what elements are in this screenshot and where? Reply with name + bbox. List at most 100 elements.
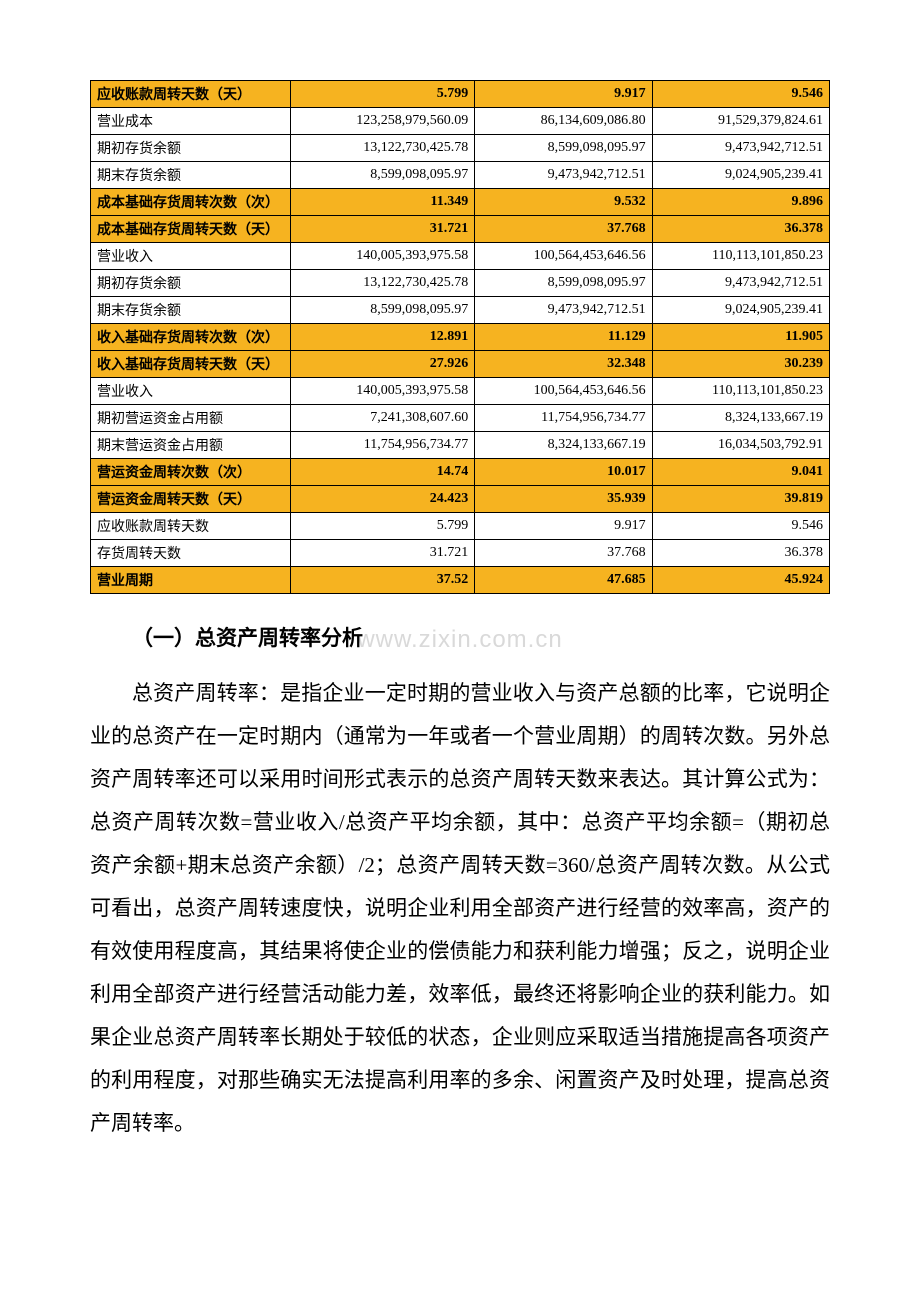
metrics-table: 应收账款周转天数（天）5.7999.9179.546营业成本123,258,97… — [90, 80, 830, 594]
row-value-1: 13,122,730,425.78 — [290, 270, 475, 297]
table-row: 营业收入140,005,393,975.58100,564,453,646.56… — [91, 378, 830, 405]
section-heading: （一）总资产周转率分析 — [90, 622, 830, 652]
row-value-2: 100,564,453,646.56 — [475, 378, 652, 405]
row-label: 成本基础存货周转天数（天） — [91, 216, 291, 243]
row-value-2: 9.917 — [475, 81, 652, 108]
row-value-2: 11,754,956,734.77 — [475, 405, 652, 432]
row-label: 期末营运资金占用额 — [91, 432, 291, 459]
row-value-3: 91,529,379,824.61 — [652, 108, 829, 135]
row-value-1: 140,005,393,975.58 — [290, 243, 475, 270]
row-value-3: 36.378 — [652, 540, 829, 567]
row-label: 应收账款周转天数 — [91, 513, 291, 540]
table-row: 应收账款周转天数（天）5.7999.9179.546 — [91, 81, 830, 108]
row-value-1: 31.721 — [290, 216, 475, 243]
row-value-3: 39.819 — [652, 486, 829, 513]
table-row: 期初营运资金占用额7,241,308,607.6011,754,956,734.… — [91, 405, 830, 432]
table-row: 期末存货余额8,599,098,095.979,473,942,712.519,… — [91, 297, 830, 324]
row-label: 营业收入 — [91, 243, 291, 270]
row-value-2: 37.768 — [475, 540, 652, 567]
row-label: 营业成本 — [91, 108, 291, 135]
row-label: 存货周转天数 — [91, 540, 291, 567]
row-value-2: 37.768 — [475, 216, 652, 243]
row-value-2: 10.017 — [475, 459, 652, 486]
row-value-3: 9,024,905,239.41 — [652, 162, 829, 189]
row-value-1: 12.891 — [290, 324, 475, 351]
row-value-3: 9,473,942,712.51 — [652, 135, 829, 162]
row-value-1: 5.799 — [290, 513, 475, 540]
row-value-1: 14.74 — [290, 459, 475, 486]
row-label: 期初营运资金占用额 — [91, 405, 291, 432]
table-row: 营业收入140,005,393,975.58100,564,453,646.56… — [91, 243, 830, 270]
table-row: 期末营运资金占用额11,754,956,734.778,324,133,667.… — [91, 432, 830, 459]
row-value-2: 9.532 — [475, 189, 652, 216]
body-paragraph: 总资产周转率：是指企业一定时期的营业收入与资产总额的比率，它说明企业的总资产在一… — [90, 672, 830, 1146]
row-value-2: 32.348 — [475, 351, 652, 378]
table-row: 期末存货余额8,599,098,095.979,473,942,712.519,… — [91, 162, 830, 189]
row-value-3: 9,024,905,239.41 — [652, 297, 829, 324]
body-text: 总资产周转率：是指企业一定时期的营业收入与资产总额的比率，它说明企业的总资产在一… — [90, 672, 830, 1146]
row-value-2: 9.917 — [475, 513, 652, 540]
row-value-2: 8,599,098,095.97 — [475, 135, 652, 162]
row-label: 期初存货余额 — [91, 270, 291, 297]
row-value-1: 7,241,308,607.60 — [290, 405, 475, 432]
row-value-3: 9.896 — [652, 189, 829, 216]
row-label: 应收账款周转天数（天） — [91, 81, 291, 108]
row-value-3: 16,034,503,792.91 — [652, 432, 829, 459]
row-value-3: 36.378 — [652, 216, 829, 243]
row-value-2: 9,473,942,712.51 — [475, 162, 652, 189]
row-value-3: 9.546 — [652, 513, 829, 540]
table-row: 收入基础存货周转天数（天）27.92632.34830.239 — [91, 351, 830, 378]
row-value-1: 5.799 — [290, 81, 475, 108]
row-label: 期末存货余额 — [91, 162, 291, 189]
row-value-3: 45.924 — [652, 567, 829, 594]
row-value-1: 24.423 — [290, 486, 475, 513]
table-row: 成本基础存货周转次数（次）11.3499.5329.896 — [91, 189, 830, 216]
row-value-2: 100,564,453,646.56 — [475, 243, 652, 270]
row-value-2: 11.129 — [475, 324, 652, 351]
row-value-3: 30.239 — [652, 351, 829, 378]
row-value-3: 9,473,942,712.51 — [652, 270, 829, 297]
row-value-3: 110,113,101,850.23 — [652, 243, 829, 270]
row-label: 营运资金周转次数（次） — [91, 459, 291, 486]
row-value-3: 9.041 — [652, 459, 829, 486]
table-row: 应收账款周转天数5.7999.9179.546 — [91, 513, 830, 540]
row-value-1: 27.926 — [290, 351, 475, 378]
table-row: 期初存货余额13,122,730,425.788,599,098,095.979… — [91, 270, 830, 297]
row-value-2: 35.939 — [475, 486, 652, 513]
table-row: 收入基础存货周转次数（次）12.89111.12911.905 — [91, 324, 830, 351]
row-value-2: 86,134,609,086.80 — [475, 108, 652, 135]
row-label: 营业周期 — [91, 567, 291, 594]
table-row: 营运资金周转次数（次）14.7410.0179.041 — [91, 459, 830, 486]
table-row: 存货周转天数31.72137.76836.378 — [91, 540, 830, 567]
row-value-1: 37.52 — [290, 567, 475, 594]
row-label: 期末存货余额 — [91, 297, 291, 324]
row-value-1: 140,005,393,975.58 — [290, 378, 475, 405]
row-label: 期初存货余额 — [91, 135, 291, 162]
page: 应收账款周转天数（天）5.7999.9179.546营业成本123,258,97… — [0, 0, 920, 1206]
row-value-1: 11,754,956,734.77 — [290, 432, 475, 459]
row-value-1: 8,599,098,095.97 — [290, 297, 475, 324]
table-row: 营运资金周转天数（天）24.42335.93939.819 — [91, 486, 830, 513]
table-row: 营业周期37.5247.68545.924 — [91, 567, 830, 594]
table-row: 期初存货余额13,122,730,425.788,599,098,095.979… — [91, 135, 830, 162]
row-value-3: 11.905 — [652, 324, 829, 351]
row-value-2: 8,599,098,095.97 — [475, 270, 652, 297]
row-label: 收入基础存货周转天数（天） — [91, 351, 291, 378]
table-row: 营业成本123,258,979,560.0986,134,609,086.809… — [91, 108, 830, 135]
row-value-3: 8,324,133,667.19 — [652, 405, 829, 432]
row-value-3: 110,113,101,850.23 — [652, 378, 829, 405]
row-label: 营运资金周转天数（天） — [91, 486, 291, 513]
row-value-2: 8,324,133,667.19 — [475, 432, 652, 459]
row-label: 收入基础存货周转次数（次） — [91, 324, 291, 351]
table-row: 成本基础存货周转天数（天）31.72137.76836.378 — [91, 216, 830, 243]
row-value-1: 8,599,098,095.97 — [290, 162, 475, 189]
row-value-2: 47.685 — [475, 567, 652, 594]
heading-block: www.zixin.com.cn （一）总资产周转率分析 — [90, 622, 830, 652]
row-value-1: 11.349 — [290, 189, 475, 216]
row-value-2: 9,473,942,712.51 — [475, 297, 652, 324]
row-value-1: 13,122,730,425.78 — [290, 135, 475, 162]
row-label: 成本基础存货周转次数（次） — [91, 189, 291, 216]
row-value-1: 123,258,979,560.09 — [290, 108, 475, 135]
row-label: 营业收入 — [91, 378, 291, 405]
row-value-3: 9.546 — [652, 81, 829, 108]
